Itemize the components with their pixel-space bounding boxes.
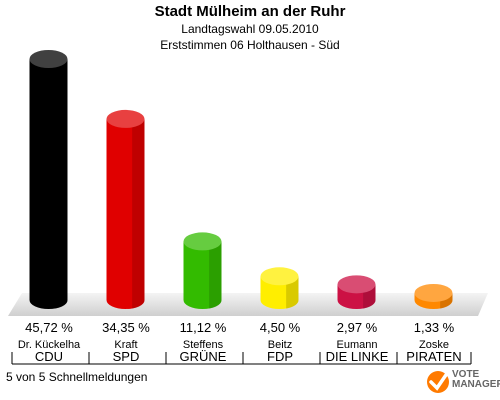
bar-spd [106,109,145,310]
value-label-die-linke: 2,97 % [336,320,378,335]
candidate-label-spd: Kraft [114,339,138,351]
value-label-piraten: 1,33 % [413,320,455,335]
candidate-label-fdp: Beitz [267,339,293,351]
value-label-cdu: 45,72 % [25,320,73,335]
candidate-label-gr-ne: Steffens [182,339,224,351]
value-label-gr-ne: 11,12 % [179,320,227,335]
category-label-fdp: FDP [267,349,293,364]
candidate-label-piraten: Zoske [419,339,449,351]
chart-subtitle-district: Erststimmen 06 Holthausen - Süd [160,38,340,52]
chart-subtitle-election: Landtagswahl 09.05.2010 [181,22,319,36]
logo-line-vote: VOTE [452,369,480,380]
value-label-fdp: 4,50 % [259,320,301,335]
category-label-piraten: PIRATEN [406,349,462,364]
category-label-die-linke: DIE LINKE [325,349,389,364]
chart-title: Stadt Mülheim an der Ruhr [154,3,346,20]
status-footer: 5 von 5 Schnellmeldungen [6,370,148,384]
bar-die-linke [337,275,376,309]
category-label-cdu: CDU [34,349,64,364]
vote-manager-logo-icon [427,370,450,393]
bar-fdp [260,267,299,309]
value-label-spd: 34,35 % [102,320,150,335]
logo-line-manager: MANAGER [452,379,500,390]
category-label-gr-ne: GRÜNE [179,349,227,364]
category-axis [11,352,472,365]
candidate-label-cdu: Dr. Kückelha [17,339,81,351]
category-label-spd: SPD [112,349,140,364]
candidate-label-die-linke: Eumann [336,339,378,351]
bar-gr-ne [183,232,222,309]
bar-piraten [414,283,453,309]
bar-cdu [29,50,68,309]
vote-manager-logo-text: VOTE MANAGER [452,370,500,390]
